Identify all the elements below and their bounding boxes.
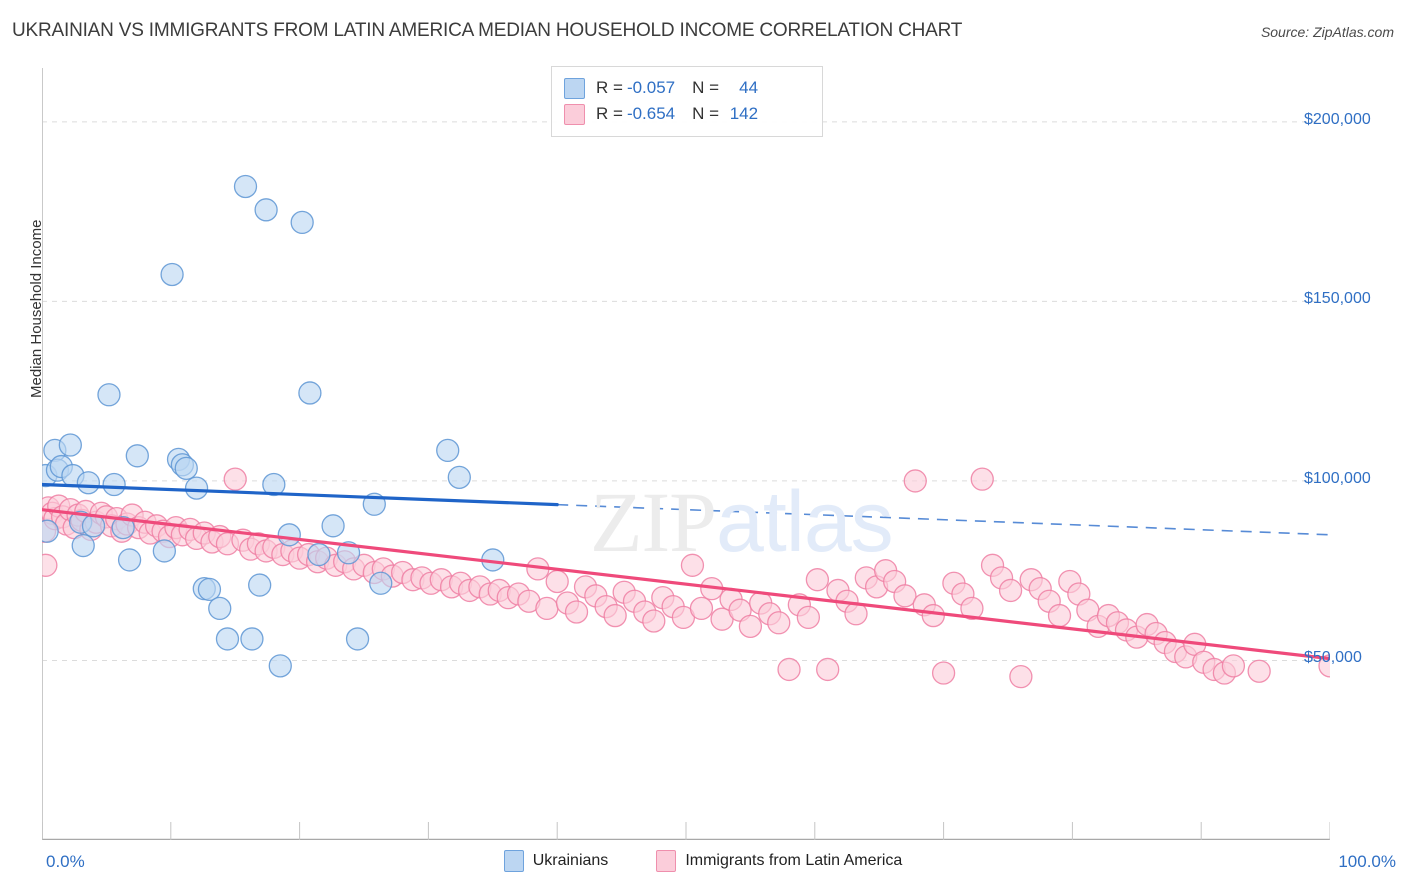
y-axis-title: Median Household Income: [28, 219, 45, 398]
gridlines: [42, 121, 1330, 661]
trendline-immigrants-from-latin-america: [42, 508, 1330, 661]
legend-label-immigrants: Immigrants from Latin America: [685, 852, 903, 869]
legend-row-ukrainians: R = -0.057 N = 44: [564, 75, 810, 101]
correlation-legend: R = -0.057 N = 44 R = -0.654 N = 142: [551, 66, 823, 137]
trendline-ukrainians: [42, 482, 1330, 536]
legend-label-ukrainians: Ukrainians: [532, 852, 609, 869]
legend-swatch-immigrants: [564, 103, 585, 125]
legend-color-immigrants: [656, 850, 677, 872]
legend-n-label-immigrants: N =: [692, 104, 720, 123]
y-axis-tick-label: $50,000: [1304, 649, 1362, 667]
legend-item-immigrants[interactable]: Immigrants from Latin America: [656, 850, 902, 872]
legend-row-immigrants: R = -0.654 N = 142: [564, 101, 810, 127]
page-title: UKRAINIAN VS IMMIGRANTS FROM LATIN AMERI…: [12, 20, 963, 41]
scatter-plot-canvas: [42, 68, 1330, 840]
legend-n-value-ukrainians: 44: [739, 78, 759, 97]
series-points-immigrants-from-latin-america: [42, 467, 1330, 689]
x-axis-max-label: 100.0%: [1338, 852, 1396, 871]
plot-area: ZIPatlas Median Household Income $50,000…: [28, 68, 1371, 840]
x-axis-min-label: 0.0%: [46, 852, 85, 871]
legend-n-label-ukrainians: N =: [692, 78, 720, 97]
y-axis-tick-label: $100,000: [1304, 469, 1371, 487]
x-axis-ticks: [42, 822, 1330, 840]
series-points-ukrainians: [42, 174, 505, 678]
legend-r-label-immigrants: R =: [596, 104, 623, 123]
legend-r-value-ukrainians: -0.057: [626, 78, 676, 97]
y-axis-tick-label: $150,000: [1304, 290, 1371, 308]
legend-n-value-immigrants: 142: [729, 104, 759, 123]
legend-item-ukrainians[interactable]: Ukrainians: [503, 850, 609, 872]
y-axis-tick-label: $200,000: [1304, 110, 1371, 128]
legend-swatch-ukrainians: [564, 77, 585, 99]
legend-color-ukrainians: [503, 850, 524, 872]
series-legend: Ukrainians Immigrants from Latin America: [0, 850, 1406, 872]
legend-r-value-immigrants: -0.654: [626, 104, 676, 123]
source-attribution: Source: ZipAtlas.com: [1260, 24, 1394, 40]
legend-r-label-ukrainians: R =: [596, 78, 623, 97]
